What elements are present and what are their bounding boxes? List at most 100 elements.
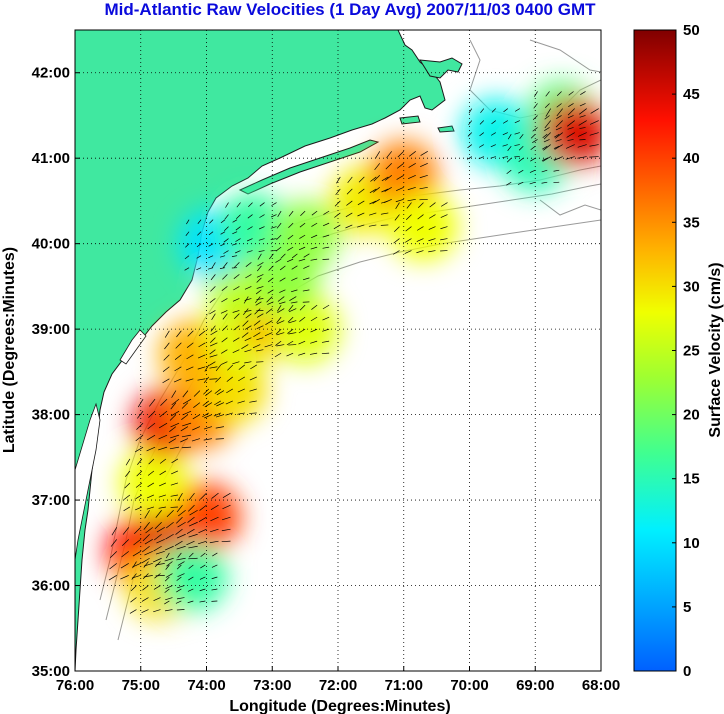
velocity-arrow: [146, 434, 156, 441]
y-tick-label: 37:00: [32, 492, 70, 509]
velocity-arrow: [144, 551, 153, 556]
velocity-arrow: [176, 576, 182, 581]
velocity-arrow: [220, 243, 226, 247]
velocity-arrow: [209, 298, 216, 303]
velocity-arrow: [120, 575, 129, 580]
velocity-arrow: [232, 349, 240, 353]
velocity-arrow: [246, 250, 253, 253]
velocity-arrow: [565, 144, 575, 149]
velocity-arrow: [144, 539, 153, 545]
velocity-arrow: [198, 528, 207, 534]
velocity-arrow: [394, 214, 400, 221]
x-tick-label: 75:00: [122, 677, 160, 694]
velocity-arrow: [253, 332, 261, 337]
velocity-arrow: [244, 337, 252, 341]
velocity-arrow: [543, 132, 551, 140]
velocity-arrow: [310, 246, 318, 250]
y-tick-label: 41:00: [32, 150, 70, 167]
velocity-arrow: [220, 349, 228, 354]
x-tick-label: 72:00: [319, 677, 357, 694]
velocity-arrow: [384, 175, 392, 181]
velocity-arrow: [479, 132, 485, 137]
velocity-arrow: [202, 412, 209, 418]
velocity-arrow: [235, 226, 241, 231]
velocity-arrow: [322, 222, 330, 227]
velocity-arrow: [155, 551, 165, 555]
velocity-arrow: [541, 169, 548, 173]
velocity-arrow: [204, 402, 213, 408]
velocity-arrow: [170, 402, 177, 410]
velocity-arrow: [211, 262, 216, 269]
velocity-arrow: [311, 210, 318, 216]
velocity-arrow: [244, 325, 252, 330]
velocity-arrow: [321, 340, 330, 343]
velocity-arrow: [220, 219, 226, 224]
velocity-arrow: [232, 231, 238, 235]
velocity-arrow: [275, 246, 282, 252]
velocity-arrow: [555, 132, 563, 139]
velocity-arrow: [256, 274, 264, 278]
velocity-arrow: [298, 258, 306, 262]
velocity-arrow: [144, 510, 150, 519]
velocity-arrow: [180, 426, 189, 432]
velocity-arrow: [490, 132, 496, 136]
velocity-arrow: [254, 308, 261, 315]
velocity-arrow: [396, 174, 404, 180]
velocity-arrow: [238, 376, 245, 382]
velocity-arrow: [502, 144, 508, 147]
velocity-arrow: [188, 492, 195, 501]
velocity-arrow: [256, 325, 264, 329]
velocity-arrow: [224, 214, 229, 220]
velocity-arrow: [310, 258, 318, 261]
velocity-arrow: [237, 388, 245, 393]
velocity-arrow: [291, 277, 298, 281]
velocity-arrow: [247, 214, 253, 219]
velocity-arrow: [196, 243, 202, 248]
velocity-arrow: [123, 506, 131, 512]
velocity-arrow: [191, 438, 201, 442]
velocity-arrow: [291, 265, 298, 270]
velocity-arrow: [134, 446, 144, 453]
velocity-arrow: [171, 390, 177, 398]
velocity-arrow: [567, 120, 575, 127]
velocity-arrow: [226, 376, 234, 382]
velocity-arrow: [137, 458, 143, 465]
velocity-arrow: [384, 186, 392, 192]
velocity-arrow: [186, 219, 190, 225]
velocity-arrow: [153, 609, 161, 613]
velocity-arrow: [111, 527, 118, 536]
velocity-arrow: [222, 274, 228, 280]
velocity-arrow: [357, 224, 365, 228]
velocity-arrow: [518, 145, 524, 151]
velocity-arrow: [165, 597, 173, 601]
velocity-arrow: [182, 390, 189, 398]
velocity-arrow: [182, 398, 192, 405]
velocity-arrow: [210, 516, 219, 522]
velocity-arrow: [514, 120, 520, 124]
velocity-arrow: [276, 332, 285, 336]
velocity-arrow: [440, 214, 448, 218]
x-tick-label: 68:00: [582, 677, 620, 694]
colorbar-tick-label: 45: [683, 86, 700, 103]
velocity-arrow: [212, 552, 218, 557]
velocity-arrow: [258, 238, 265, 241]
velocity-arrow: [223, 238, 229, 243]
velocity-arrow: [544, 103, 550, 109]
velocity-arrow: [491, 108, 497, 113]
velocity-arrow: [303, 265, 310, 269]
velocity-arrow: [215, 364, 222, 372]
velocity-arrow: [197, 231, 202, 236]
velocity-arrow: [420, 150, 428, 156]
velocity-arrow: [288, 332, 297, 335]
velocity-arrow: [310, 316, 318, 322]
velocity-arrow: [506, 169, 512, 175]
velocity-arrow: [214, 388, 222, 394]
velocity-arrow: [176, 516, 183, 524]
velocity-arrow: [589, 120, 599, 125]
velocity-arrow: [235, 238, 241, 242]
velocity-arrow: [165, 552, 170, 559]
velocity-arrow: [209, 354, 218, 358]
velocity-arrow: [198, 516, 207, 522]
colorbar-tick-label: 5: [683, 599, 691, 616]
velocity-arrow: [568, 91, 574, 96]
